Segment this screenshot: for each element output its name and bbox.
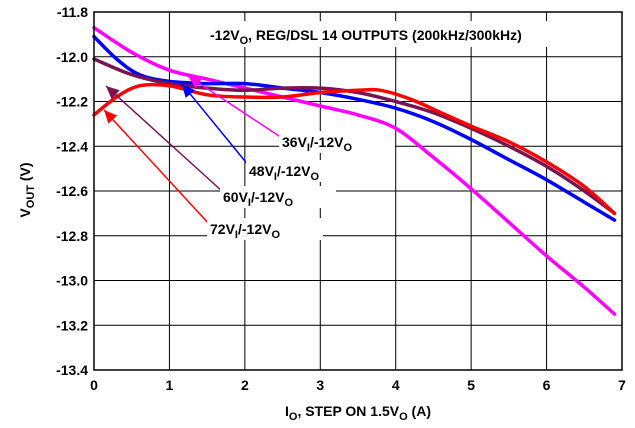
annotation-arrowhead-0 [188, 76, 203, 89]
y-tick-labels: -11.8 -12.0 -12.2 -12.4 -12.6 -12.8 -13.0 -13.2… [56, 4, 88, 378]
y-tick-label: -12.2 [56, 94, 88, 110]
y-tick-label: -12.4 [56, 138, 88, 154]
title-box [201, 21, 621, 47]
annotation-arrow-line-2 [105, 85, 224, 193]
series-label-1: 48VI/-12VO [249, 163, 319, 183]
annotation-arrow-line-1 [181, 83, 250, 167]
series-line-2 [92, 57, 617, 216]
annotation-arrowhead-1 [182, 84, 195, 98]
y-tick-label: -11.8 [57, 4, 88, 20]
series-label-3: 72VI/-12VO [210, 221, 280, 241]
y-tick-label: -13.0 [56, 273, 88, 289]
x-tick-labels: 0 1 2 3 4 5 6 7 [90, 377, 626, 393]
series-line-0 [92, 25, 617, 316]
series-label-box-0 [279, 131, 395, 153]
annotation-arrow-line-3 [103, 109, 211, 226]
annotation-arrow-line-0 [187, 75, 283, 139]
y-axis-label: VOUT (V) [17, 162, 37, 217]
series-label-2: 60VI/-12VO [223, 189, 293, 209]
x-tick-label: 6 [543, 377, 551, 393]
y-tick-label: -13.2 [56, 317, 88, 333]
series-label-box-2 [220, 186, 336, 208]
x-tick-label: 3 [316, 377, 324, 393]
x-tick-label: 0 [90, 377, 98, 393]
annotation-arrowhead-3 [104, 110, 118, 124]
chart-title: -12VO, REG/DSL 14 OUTPUTS (200kHz/300kHz… [210, 27, 522, 47]
series-label-box-3 [207, 218, 323, 240]
x-tick-label: 4 [392, 377, 400, 393]
annotation-arrowhead-2 [106, 86, 120, 100]
series-line-3 [92, 82, 617, 216]
y-tick-label: -12.8 [56, 228, 88, 244]
y-tick-label: -12.0 [56, 49, 88, 65]
series-layer [92, 25, 617, 316]
annotation-layer: 36VI/-12VO 48VI/-12VO 60VI/-12VO 72VI/-12VO [103, 75, 395, 241]
plot-frame [93, 11, 623, 371]
x-tick-label: 1 [166, 377, 174, 393]
x-axis-label: IO, STEP ON 1.5VO (A) [285, 403, 431, 423]
x-tick-label: 5 [467, 377, 475, 393]
y-tick-label: -12.6 [56, 183, 88, 199]
y-tick-label: -13.4 [56, 362, 88, 378]
x-tick-label: 2 [241, 377, 249, 393]
x-tick-label: 7 [618, 377, 626, 393]
series-label-0: 36VI/-12VO [282, 134, 352, 154]
series-label-box-1 [246, 160, 362, 182]
